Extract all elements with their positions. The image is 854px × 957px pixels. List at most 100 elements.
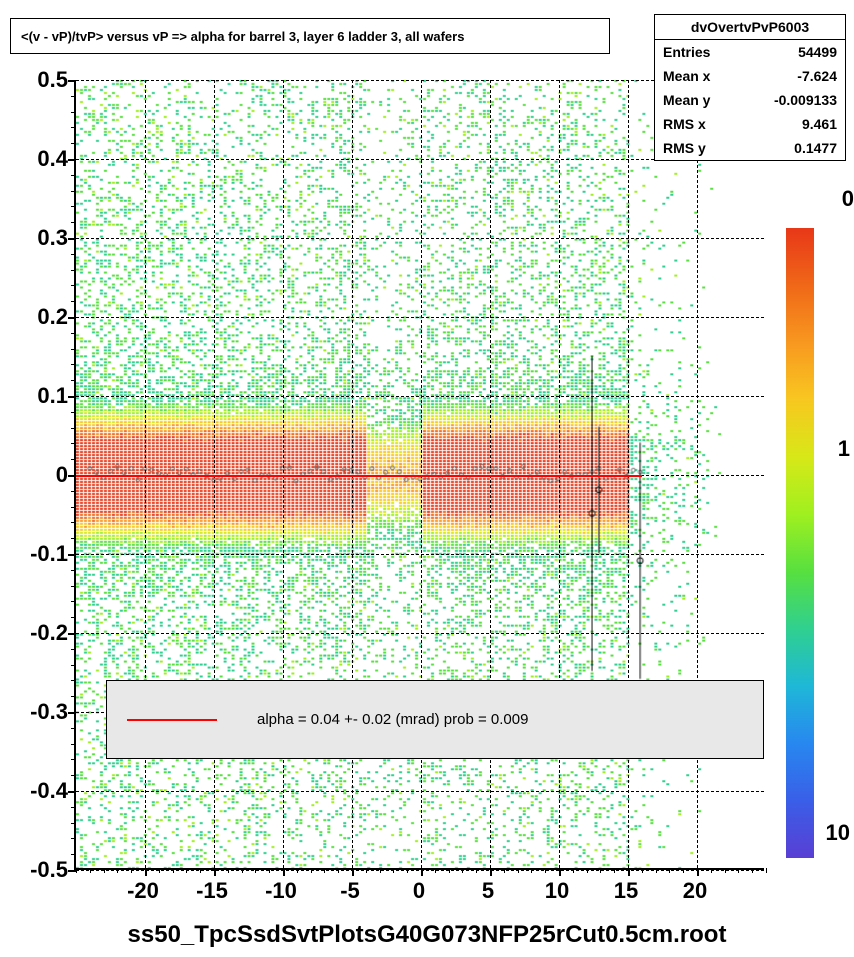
y-axis-label: 0.1 <box>37 383 68 409</box>
grid-line-h <box>76 870 764 871</box>
y-tick-minor <box>71 728 76 729</box>
y-tick-minor <box>71 96 76 97</box>
stats-rmsx-value: 9.461 <box>802 116 837 132</box>
x-axis-label: 10 <box>545 878 569 904</box>
x-axis-label: 5 <box>482 878 494 904</box>
x-tick <box>421 868 423 876</box>
y-tick-minor <box>71 586 76 587</box>
grid-line-h <box>76 554 764 555</box>
x-tick-minor <box>614 868 615 873</box>
stats-meanx-value: -7.624 <box>797 68 837 84</box>
y-tick <box>68 712 76 714</box>
x-tick-minor <box>711 868 712 873</box>
y-tick <box>68 238 76 240</box>
y-tick <box>68 791 76 793</box>
y-axis-label: 0 <box>56 462 68 488</box>
x-tick <box>628 868 630 876</box>
y-axis-label: 0.3 <box>37 225 68 251</box>
y-tick-minor <box>71 254 76 255</box>
y-tick-minor <box>71 191 76 192</box>
x-tick-minor <box>200 868 201 873</box>
y-tick <box>68 317 76 319</box>
y-tick-minor <box>71 443 76 444</box>
stats-name: dvOvertvPvP6003 <box>655 15 845 40</box>
x-tick-minor <box>573 868 574 873</box>
y-tick-minor <box>71 459 76 460</box>
stats-meanx-label: Mean x <box>663 68 710 84</box>
y-tick-minor <box>71 285 76 286</box>
x-axis-label: 20 <box>683 878 707 904</box>
x-tick-minor <box>545 868 546 873</box>
x-tick <box>214 868 216 876</box>
y-tick-minor <box>71 807 76 808</box>
x-tick-minor <box>504 868 505 873</box>
y-tick-minor <box>71 680 76 681</box>
y-tick-minor <box>71 854 76 855</box>
x-tick-minor <box>366 868 367 873</box>
y-tick-minor <box>71 222 76 223</box>
grid-line-h <box>76 396 764 397</box>
y-tick-minor <box>71 823 76 824</box>
stats-entries-value: 54499 <box>798 44 837 60</box>
x-tick-minor <box>380 868 381 873</box>
x-tick-minor <box>76 868 77 873</box>
x-tick-minor <box>311 868 312 873</box>
legend-text: alpha = 0.04 +- 0.02 (mrad) prob = 0.009 <box>257 711 528 728</box>
y-tick <box>68 475 76 477</box>
x-tick-minor <box>752 868 753 873</box>
x-tick-minor <box>186 868 187 873</box>
y-tick <box>68 633 76 635</box>
legend-box: alpha = 0.04 +- 0.02 (mrad) prob = 0.009 <box>106 680 764 759</box>
y-tick-minor <box>71 143 76 144</box>
y-tick <box>68 159 76 161</box>
y-tick <box>68 554 76 556</box>
x-axis-label: 0 <box>413 878 425 904</box>
x-tick <box>490 868 492 876</box>
stats-rmsy-row: RMS y 0.1477 <box>655 136 845 160</box>
grid-line-h <box>76 791 764 792</box>
x-tick-minor <box>476 868 477 873</box>
y-tick-minor <box>71 617 76 618</box>
stats-entries-row: Entries 54499 <box>655 40 845 64</box>
x-tick-minor <box>587 868 588 873</box>
stats-meany-label: Mean y <box>663 92 710 108</box>
y-tick-minor <box>71 127 76 128</box>
y-tick-minor <box>71 175 76 176</box>
y-tick-minor <box>71 649 76 650</box>
x-tick-minor <box>518 868 519 873</box>
x-tick-minor <box>228 868 229 873</box>
y-tick-minor <box>71 601 76 602</box>
y-axis-label: -0.2 <box>30 620 68 646</box>
x-tick-minor <box>656 868 657 873</box>
x-tick-minor <box>297 868 298 873</box>
colorbar-zero: 0 <box>842 186 854 212</box>
x-tick-minor <box>242 868 243 873</box>
y-tick-minor <box>71 696 76 697</box>
x-tick-minor <box>531 868 532 873</box>
stats-rmsy-label: RMS y <box>663 140 706 156</box>
y-tick-minor <box>71 665 76 666</box>
y-axis-label: -0.5 <box>30 857 68 883</box>
x-tick-minor <box>269 868 270 873</box>
y-tick-minor <box>71 380 76 381</box>
y-tick-minor <box>71 349 76 350</box>
x-tick-minor <box>173 868 174 873</box>
y-tick-minor <box>71 744 76 745</box>
y-axis-label: 0.4 <box>37 146 68 172</box>
x-tick-minor <box>449 868 450 873</box>
x-axis-label: -20 <box>127 878 159 904</box>
y-tick-minor <box>71 270 76 271</box>
x-axis-label: -10 <box>265 878 297 904</box>
legend-line-marker <box>127 719 217 721</box>
chart-title-box: <(v - vP)/tvP> versus vP => alpha for ba… <box>10 18 610 54</box>
y-tick <box>68 396 76 398</box>
x-tick-minor <box>725 868 726 873</box>
x-axis-label: -15 <box>196 878 228 904</box>
stats-box: dvOvertvPvP6003 Entries 54499 Mean x -7.… <box>654 14 846 161</box>
grid-line-h <box>76 238 764 239</box>
x-tick-minor <box>338 868 339 873</box>
y-tick-minor <box>71 412 76 413</box>
grid-line-h <box>76 317 764 318</box>
x-axis-label: -5 <box>340 878 360 904</box>
y-tick-minor <box>71 112 76 113</box>
